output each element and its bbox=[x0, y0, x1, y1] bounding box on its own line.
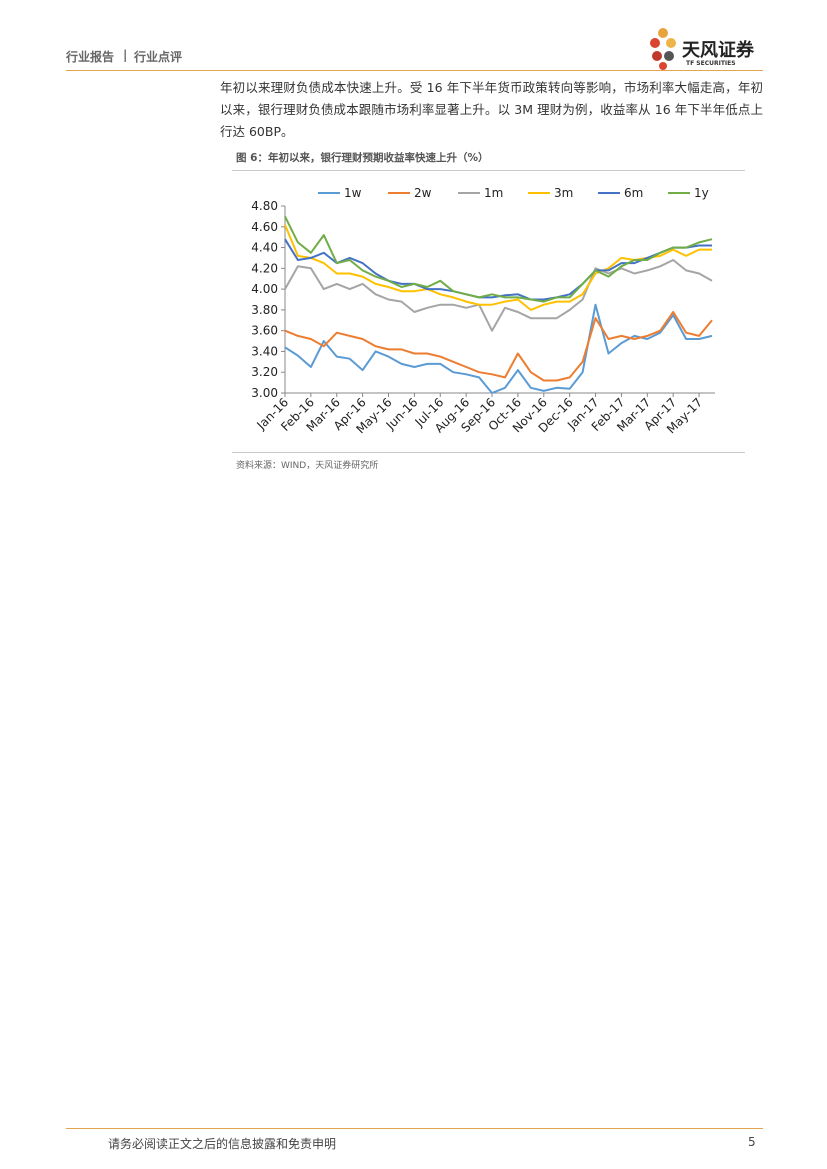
series-line bbox=[284, 259, 713, 332]
series-line bbox=[284, 311, 713, 382]
y-tick-label: 3.20 bbox=[251, 365, 278, 379]
y-tick-label: 4.60 bbox=[251, 220, 278, 234]
logo-text: 天风证券 bbox=[682, 40, 754, 61]
y-tick-label: 4.20 bbox=[251, 261, 278, 275]
series-line bbox=[284, 224, 712, 311]
legend-label: 2w bbox=[414, 186, 432, 200]
page-number: 5 bbox=[748, 1135, 756, 1149]
y-tick-label: 4.40 bbox=[251, 241, 278, 255]
footer-rule bbox=[66, 1128, 763, 1129]
header-separator: | bbox=[123, 48, 128, 62]
chart: 3.00 3.20 3.40 3.60 3.80 4.00 4.20 4.40 4.60 4.80… bbox=[251, 186, 715, 436]
y-tick-label: 3.40 bbox=[251, 344, 278, 358]
figure-source: 资料来源：WIND，天风证券研究所 bbox=[236, 461, 379, 471]
logo-mark bbox=[650, 28, 676, 70]
legend-label: 3m bbox=[554, 186, 573, 200]
logo-sub: TF SECURITIES bbox=[686, 60, 736, 67]
header-left: 行业报告 bbox=[66, 50, 115, 64]
footer-text: 请务必阅读正文之后的信息披露和免责申明 bbox=[108, 1137, 337, 1151]
y-tick-label: 4.80 bbox=[251, 199, 278, 213]
legend-label: 1y bbox=[694, 186, 709, 200]
caption-rule bbox=[232, 170, 745, 171]
y-tick-label: 4.00 bbox=[251, 282, 278, 296]
paragraph: 年初以来理财负债成本快速上升。受 16 年下半年货币政策转向等影响，市场利率大幅… bbox=[220, 80, 763, 139]
y-tick-label: 3.00 bbox=[251, 386, 278, 400]
y-tick-label: 3.80 bbox=[251, 303, 278, 317]
source-rule bbox=[232, 452, 745, 453]
series-line bbox=[284, 215, 713, 303]
header-right: 行业点评 bbox=[134, 50, 183, 64]
header-rule bbox=[66, 70, 763, 71]
legend-label: 1w bbox=[344, 186, 362, 200]
legend-label: 1m bbox=[484, 186, 503, 200]
figure-caption: 图 6：年初以来，银行理财预期收益率快速上升（%） bbox=[236, 152, 489, 164]
y-tick-label: 3.60 bbox=[251, 324, 278, 338]
legend-label: 6m bbox=[624, 186, 643, 200]
